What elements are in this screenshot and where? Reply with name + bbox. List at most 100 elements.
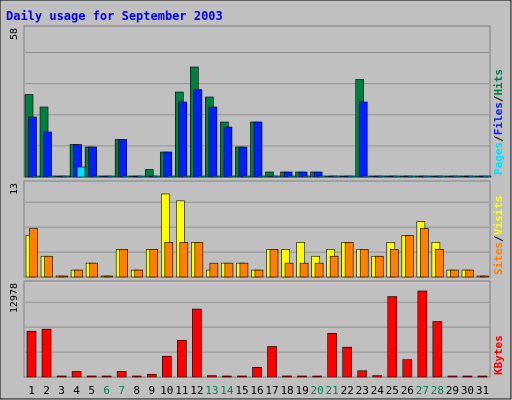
bar-pages-day-12 xyxy=(197,175,206,178)
bar-sites-day-24 xyxy=(374,255,384,278)
bar-sites-day-18 xyxy=(284,262,294,278)
bar-kbytes-day-11 xyxy=(177,339,187,378)
x-tick-label: 27 xyxy=(416,384,429,397)
side-label-part: / xyxy=(492,235,505,242)
bar-pages-day-31 xyxy=(482,175,492,178)
bar-pages-day-8 xyxy=(136,175,146,178)
bar-kbytes-day-19 xyxy=(297,375,307,378)
x-tick-label: 18 xyxy=(280,384,293,397)
x-tick-label: 6 xyxy=(103,384,110,397)
bar-kbytes-day-20 xyxy=(312,375,322,378)
bar-files-day-12 xyxy=(193,89,203,178)
x-tick-label: 22 xyxy=(341,384,354,397)
bar-pages-day-27 xyxy=(422,175,432,178)
bar-pages-day-18 xyxy=(287,175,296,178)
bar-sites-day-29 xyxy=(450,269,459,278)
bar-kbytes-day-5 xyxy=(86,375,97,378)
bar-pages-day-30 xyxy=(467,175,477,178)
bar-sites-day-22 xyxy=(344,242,354,278)
bar-pages-day-13 xyxy=(212,175,221,178)
bar-sites-day-1 xyxy=(29,228,38,278)
bar-sites-day-19 xyxy=(299,262,309,278)
side-label-part: Files xyxy=(492,102,505,135)
bar-pages-day-23 xyxy=(362,175,372,178)
bar-pages-day-5 xyxy=(91,175,101,178)
panel-frame xyxy=(23,280,491,378)
side-label-part: Hits xyxy=(492,69,505,96)
bar-sites-day-4 xyxy=(74,269,83,278)
bar-pages-day-22 xyxy=(347,175,356,178)
bar-sites-day-10 xyxy=(164,242,174,278)
bar-sites-day-5 xyxy=(89,262,98,278)
side-label: KBytes xyxy=(492,335,505,375)
chart-title: Daily usage for September 2003 xyxy=(6,9,223,23)
x-tick-label: 24 xyxy=(371,384,385,397)
bar-files-day-10 xyxy=(163,151,173,178)
bar-pages-day-19 xyxy=(302,175,311,178)
bar-kbytes-day-23 xyxy=(357,370,368,378)
bar-sites-day-27 xyxy=(420,228,429,278)
bar-kbytes-day-24 xyxy=(372,375,383,378)
x-tick-label: 7 xyxy=(118,384,125,397)
bar-sites-day-31 xyxy=(480,275,489,278)
x-tick-label: 4 xyxy=(73,384,80,397)
bar-sites-day-28 xyxy=(435,249,444,278)
panel-visits-sites: 13 Sites/Visits xyxy=(9,180,505,278)
bar-kbytes-day-6 xyxy=(101,375,112,378)
x-tick-label: 9 xyxy=(148,384,155,397)
bar-sites-day-3 xyxy=(59,275,68,278)
x-tick-label: 8 xyxy=(133,384,140,397)
bar-files-day-13 xyxy=(208,106,218,178)
bar-kbytes-day-29 xyxy=(447,375,458,378)
bar-sites-day-14 xyxy=(224,262,234,278)
bar-kbytes-day-27 xyxy=(417,290,428,378)
bar-pages-day-24 xyxy=(377,175,387,178)
x-tick-label: 15 xyxy=(235,384,248,397)
bar-pages-day-14 xyxy=(227,175,236,178)
bar-sites-day-23 xyxy=(359,249,369,278)
x-tick-label: 28 xyxy=(431,384,444,397)
side-label-part: / xyxy=(492,95,505,102)
bar-kbytes-day-4 xyxy=(71,371,82,378)
bar-pages-day-28 xyxy=(437,175,447,178)
x-tick-label: 20 xyxy=(311,384,324,397)
bar-sites-day-9 xyxy=(149,249,159,278)
bar-kbytes-day-13 xyxy=(207,375,217,378)
bar-kbytes-day-30 xyxy=(462,375,473,378)
bar-files-day-15 xyxy=(238,146,248,178)
bar-files-day-14 xyxy=(223,126,233,178)
bar-sites-day-8 xyxy=(134,269,144,278)
x-tick-label: 1 xyxy=(28,384,35,397)
side-label: Sites/Visits xyxy=(492,196,505,276)
x-tick-label: 31 xyxy=(476,384,489,397)
bar-sites-day-25 xyxy=(389,249,399,278)
bar-files-day-1 xyxy=(28,116,37,178)
bar-files-day-7 xyxy=(118,139,127,178)
bar-pages-day-1 xyxy=(31,175,41,178)
bar-pages-day-29 xyxy=(452,175,462,178)
bar-pages-day-2 xyxy=(46,175,56,178)
x-tick-label: 19 xyxy=(295,384,308,397)
bar-kbytes-day-9 xyxy=(146,373,157,378)
side-label-part: Sites xyxy=(492,242,505,275)
bar-pages-day-26 xyxy=(407,175,417,178)
bar-sites-day-6 xyxy=(104,275,113,278)
side-label-part: / xyxy=(492,135,505,142)
x-tick-label: 13 xyxy=(205,384,218,397)
y-max-label: 12978 xyxy=(9,283,20,313)
panel-kbytes: 12978 KBytes xyxy=(9,280,505,378)
bar-sites-day-13 xyxy=(209,262,219,278)
x-tick-label: 29 xyxy=(446,384,459,397)
bar-pages-day-17 xyxy=(272,175,281,178)
bar-sites-day-16 xyxy=(254,269,264,278)
bar-pages-day-25 xyxy=(392,175,402,178)
bar-kbytes-day-15 xyxy=(237,375,247,378)
bar-kbytes-day-31 xyxy=(477,375,488,378)
bar-pages-day-16 xyxy=(257,175,266,178)
bar-kbytes-day-3 xyxy=(56,375,67,378)
bar-files-day-11 xyxy=(178,101,188,178)
side-label-part: Pages xyxy=(492,142,505,175)
